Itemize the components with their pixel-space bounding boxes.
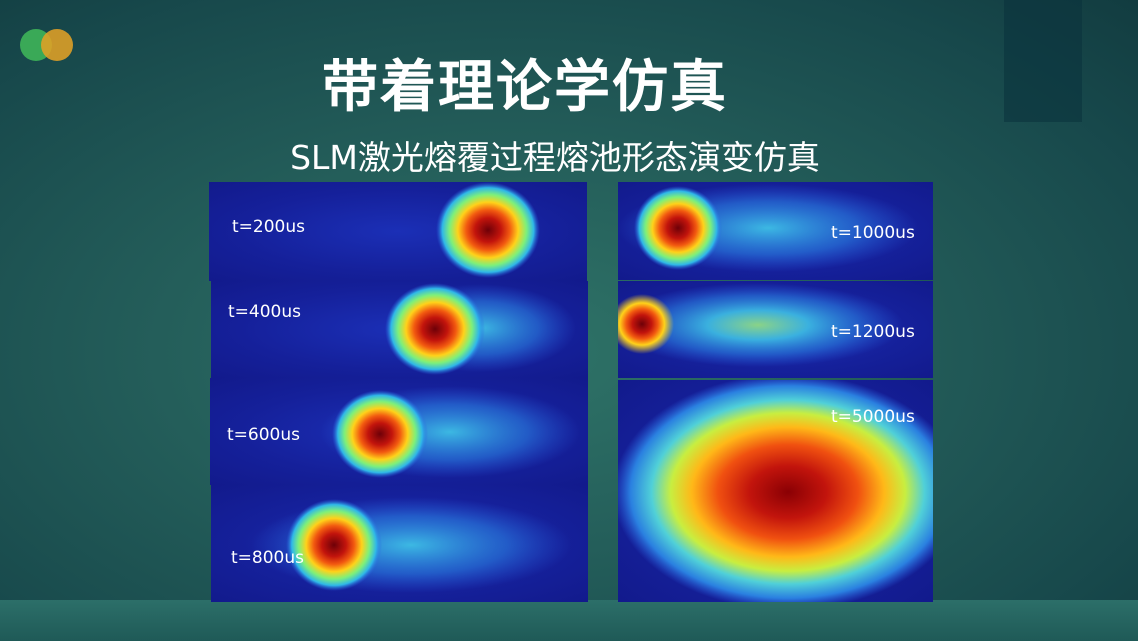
floor-band (0, 600, 1138, 641)
melt-pool-image (385, 283, 576, 375)
simulation-panel-1200us: t=1200us (618, 281, 933, 378)
time-label: t=1200us (831, 322, 915, 342)
melt-pool-image (320, 386, 580, 478)
simulation-panel-1000us: t=1000us (618, 182, 933, 280)
melt-pool-image (436, 182, 540, 278)
logo-orange-circle (41, 29, 73, 61)
time-label: t=800us (231, 548, 304, 568)
slide-title: 带着理论学仿真 (322, 55, 728, 120)
time-label: t=400us (228, 302, 301, 322)
slide-subtitle: SLM激光熔覆过程熔池形态演变仿真 (290, 138, 820, 177)
time-label: t=5000us (831, 407, 915, 427)
simulation-panel-600us: t=600us (210, 378, 588, 485)
time-label: t=200us (232, 217, 305, 237)
decorative-rectangle (1004, 0, 1082, 122)
simulation-panel-400us: t=400us (211, 281, 588, 378)
melt-pool-image (618, 380, 933, 602)
time-label: t=1000us (831, 223, 915, 243)
logo (20, 29, 74, 63)
simulation-panel-200us: t=200us (209, 182, 587, 281)
simulation-panel-5000us: t=5000us (618, 380, 933, 602)
time-label: t=600us (227, 425, 300, 445)
melt-pool-image (251, 497, 571, 593)
melt-pool-image (618, 184, 918, 272)
melt-pool-image (618, 283, 903, 367)
simulation-panel-800us: t=800us (211, 485, 588, 602)
